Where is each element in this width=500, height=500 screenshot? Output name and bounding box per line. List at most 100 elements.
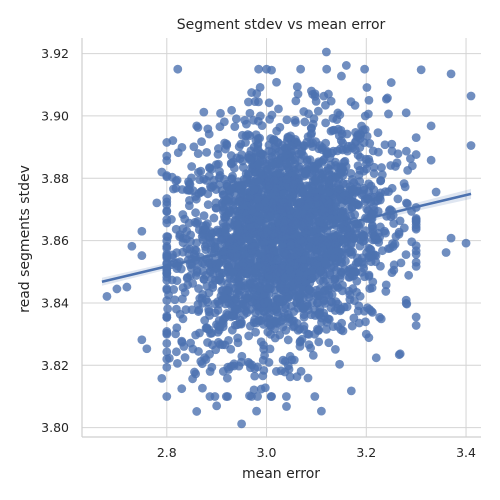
data-point <box>337 71 346 81</box>
data-point <box>406 154 415 163</box>
data-point <box>245 155 255 165</box>
data-point <box>222 373 232 383</box>
data-point <box>203 200 213 210</box>
data-point <box>381 287 391 296</box>
data-point <box>194 167 203 177</box>
data-point <box>330 283 340 292</box>
data-point <box>297 143 307 153</box>
data-point <box>248 115 258 125</box>
y-tick-label: 3.82 <box>41 358 69 373</box>
data-point <box>220 293 229 303</box>
data-point <box>162 362 172 372</box>
data-point <box>283 133 293 143</box>
data-point <box>180 287 190 297</box>
data-point <box>127 241 137 251</box>
data-point <box>237 188 247 198</box>
data-point <box>352 132 362 141</box>
data-point <box>319 241 329 251</box>
data-point <box>359 264 369 273</box>
data-point <box>380 140 390 150</box>
data-point <box>340 190 350 200</box>
data-point <box>291 96 301 106</box>
data-point <box>162 284 172 293</box>
data-point <box>230 122 240 132</box>
data-point <box>283 202 293 212</box>
data-point <box>296 235 306 245</box>
x-tick-label: 3.4 <box>456 445 476 460</box>
data-point <box>210 308 220 318</box>
data-point <box>334 131 344 141</box>
data-point <box>343 244 353 254</box>
data-point <box>404 270 414 280</box>
data-point <box>291 220 301 229</box>
data-point <box>411 250 421 259</box>
data-point <box>281 304 290 313</box>
data-point <box>347 321 357 331</box>
data-point <box>214 316 224 325</box>
data-point <box>322 147 331 157</box>
data-point <box>292 82 302 92</box>
data-point <box>231 114 241 124</box>
data-point <box>365 284 375 293</box>
data-point <box>244 214 254 224</box>
data-point <box>192 121 202 131</box>
data-point <box>247 88 256 97</box>
data-point <box>187 162 197 171</box>
data-point <box>197 186 207 196</box>
data-point <box>198 258 207 268</box>
data-point <box>411 223 421 232</box>
data-point <box>216 235 226 245</box>
data-point <box>324 89 333 99</box>
data-point <box>360 64 370 74</box>
data-point <box>246 146 256 156</box>
data-point <box>385 243 395 253</box>
data-point <box>354 170 364 180</box>
data-point <box>217 277 226 286</box>
data-point <box>308 119 318 129</box>
data-point <box>162 311 172 321</box>
data-point <box>340 156 350 166</box>
data-point <box>299 321 309 331</box>
data-point <box>295 155 305 165</box>
data-point <box>277 264 286 274</box>
data-point <box>295 200 304 210</box>
data-point <box>259 365 269 375</box>
data-point <box>411 321 421 330</box>
data-point <box>220 213 230 223</box>
data-point <box>265 344 275 354</box>
regression-fit <box>101 188 472 286</box>
data-point <box>395 349 405 359</box>
data-point <box>255 133 265 143</box>
data-point <box>199 107 209 117</box>
data-point <box>211 203 221 213</box>
data-point <box>226 344 236 354</box>
data-point <box>300 117 310 127</box>
data-point <box>252 406 261 416</box>
data-point <box>299 262 309 272</box>
data-point <box>212 401 222 411</box>
data-point <box>314 337 324 347</box>
data-point <box>369 169 379 178</box>
data-point <box>342 129 352 139</box>
data-point <box>353 161 363 171</box>
data-point <box>209 213 219 223</box>
data-point <box>225 271 235 280</box>
data-point <box>323 187 333 197</box>
data-point <box>264 253 274 263</box>
data-point <box>363 109 373 119</box>
data-point <box>198 383 207 393</box>
data-point <box>137 226 147 236</box>
data-point <box>396 258 406 268</box>
data-point <box>307 86 316 96</box>
data-point <box>152 198 162 208</box>
data-point <box>266 392 276 401</box>
data-point <box>300 302 310 311</box>
data-point <box>193 149 203 158</box>
data-point <box>206 245 216 255</box>
data-point <box>173 358 182 368</box>
x-axis-label: mean error <box>242 466 320 482</box>
data-point <box>362 83 372 92</box>
data-point <box>244 331 254 341</box>
